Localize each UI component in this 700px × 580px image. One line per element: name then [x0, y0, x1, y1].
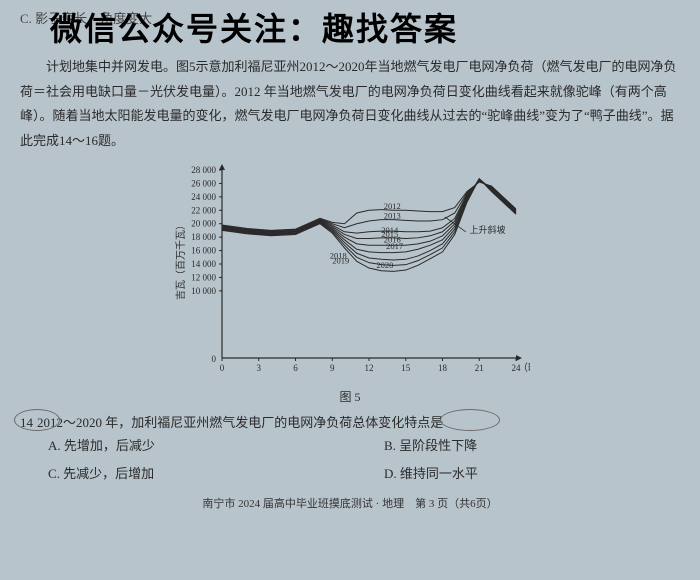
option-c[interactable]: C. 先减少，后增加 — [48, 462, 344, 485]
page-footer: 南宁市 2024 届高中毕业班摸底测试 · 地理 第 3 页（共6页） — [20, 495, 680, 511]
question-stem: 2012～2020 年，加利福尼亚州燃气发电厂的电网净负荷总体变化特点是 — [37, 411, 443, 434]
svg-text:2020: 2020 — [376, 260, 393, 270]
question-14: 14 2012～2020 年，加利福尼亚州燃气发电厂的电网净负荷总体变化特点是 … — [20, 411, 680, 485]
svg-text:12 000: 12 000 — [191, 272, 216, 282]
svg-text:15: 15 — [401, 363, 411, 373]
question-number: 14 — [20, 411, 33, 434]
option-b[interactable]: B. 呈阶段性下降 — [384, 434, 680, 457]
svg-text:12: 12 — [365, 363, 374, 373]
svg-text:18: 18 — [438, 363, 448, 373]
context-paragraph: 计划地集中并网发电。图5示意加利福尼亚州2012～2020年当地燃气发电厂电网净… — [20, 55, 680, 154]
svg-text:21: 21 — [475, 363, 484, 373]
svg-text:10 000: 10 000 — [191, 286, 216, 296]
svg-text:上升斜坡: 上升斜坡 — [469, 224, 505, 235]
svg-text:6: 6 — [293, 363, 298, 373]
net-load-chart: 10 000 12 000 14 000 16 000 18 000 20 000 22 0… — [170, 162, 530, 382]
svg-text:16 000: 16 000 — [191, 245, 216, 255]
svg-text:18 000: 18 000 — [191, 232, 216, 242]
svg-text:3: 3 — [257, 363, 262, 373]
option-a[interactable]: A. 先增加，后减少 — [48, 434, 344, 457]
svg-text:28 000: 28 000 — [191, 165, 216, 175]
svg-text:（时）: （时） — [518, 362, 530, 374]
svg-text:9: 9 — [330, 363, 335, 373]
svg-text:14 000: 14 000 — [191, 259, 216, 269]
svg-text:2013: 2013 — [384, 210, 401, 220]
svg-text:0: 0 — [220, 363, 225, 373]
options-grid: A. 先增加，后减少 B. 呈阶段性下降 C. 先减少，后增加 D. 维持同一水… — [48, 434, 680, 485]
svg-text:2017: 2017 — [386, 241, 403, 251]
svg-text:吉瓦（百万千瓦）: 吉瓦（百万千瓦） — [175, 220, 187, 300]
svg-text:22 000: 22 000 — [191, 205, 216, 215]
watermark-text: 微信公众号关注：趣找答案 — [50, 4, 458, 50]
svg-text:24 000: 24 000 — [191, 192, 216, 202]
option-d[interactable]: D. 维持同一水平 — [384, 462, 680, 485]
svg-text:0: 0 — [212, 354, 217, 364]
svg-text:20 000: 20 000 — [191, 218, 216, 228]
figure-caption: 图 5 — [170, 388, 530, 405]
chart-container: 10 000 12 000 14 000 16 000 18 000 20 000 22 0… — [170, 162, 530, 405]
svg-text:2019: 2019 — [332, 255, 349, 265]
svg-text:26 000: 26 000 — [191, 178, 216, 188]
